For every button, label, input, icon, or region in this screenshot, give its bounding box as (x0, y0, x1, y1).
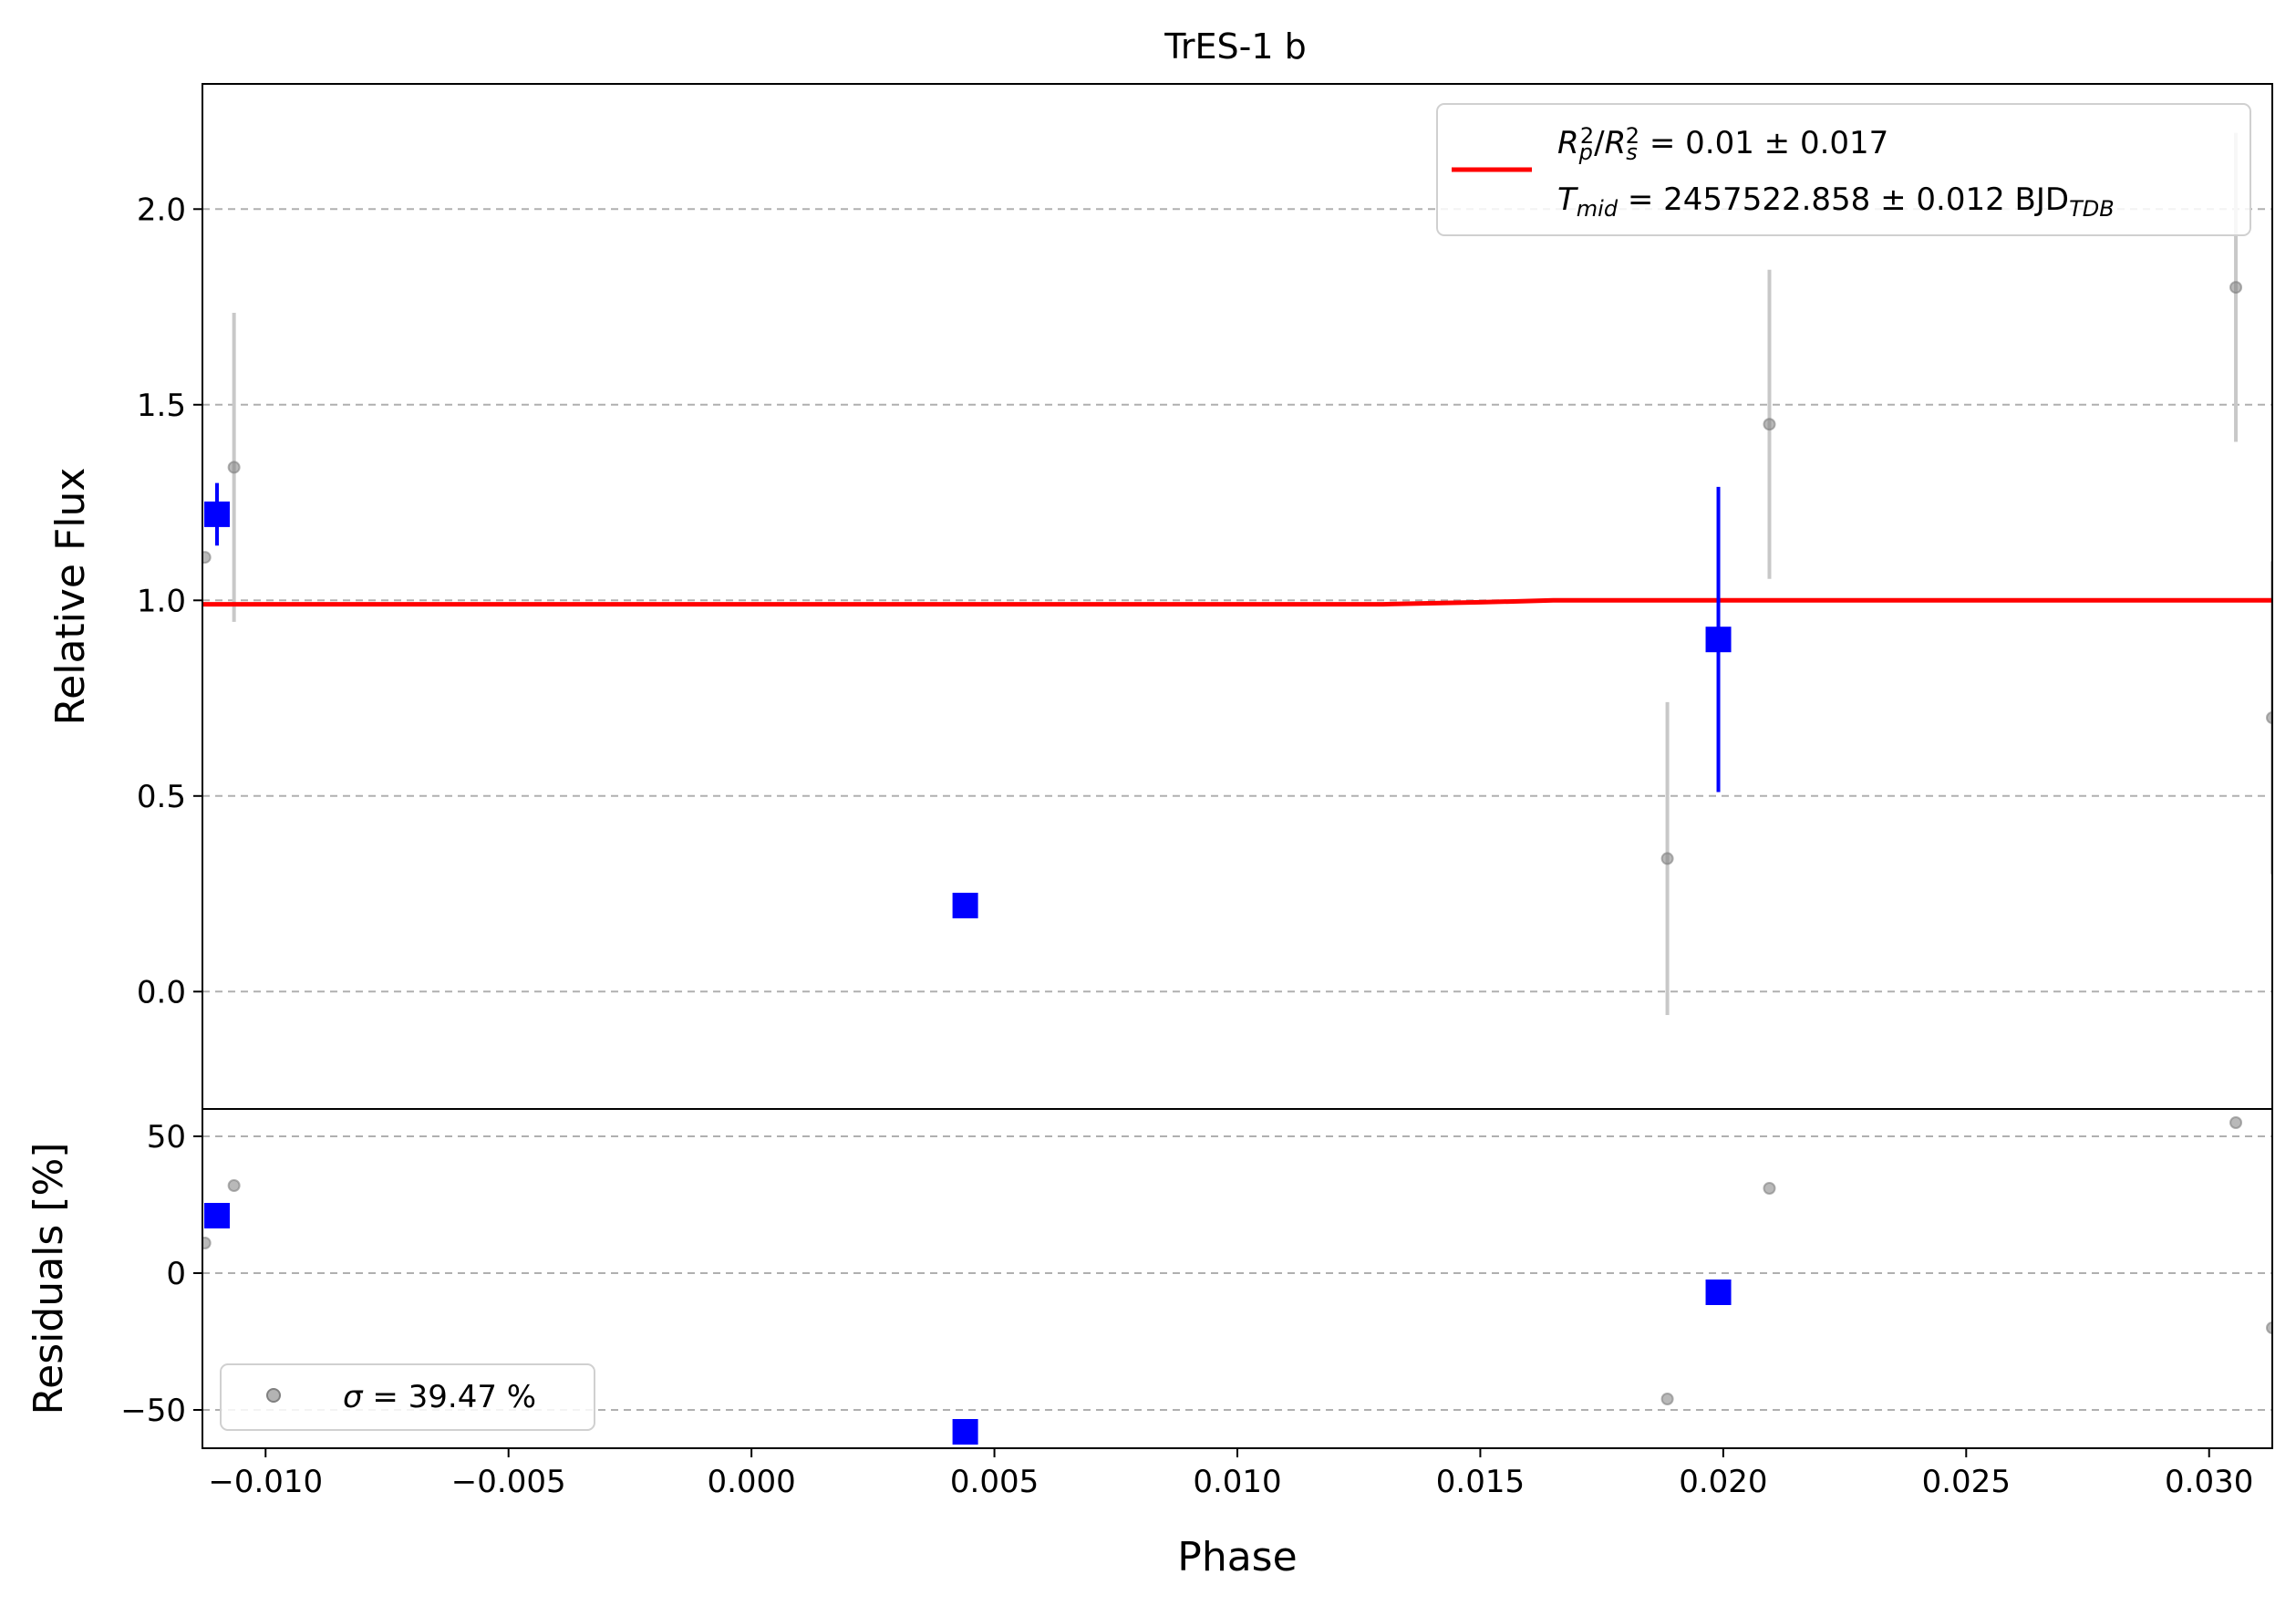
x-tick-label: 0.030 (2165, 1464, 2253, 1500)
residual-binned-point (1705, 1280, 1732, 1305)
main-legend: Rp2/Rs2 = 0.01 ± 0.017 Tmid = 2457522.85… (1436, 103, 2251, 236)
binned-point (1705, 627, 1732, 653)
x-tick-label: −0.010 (208, 1464, 323, 1500)
residuals-y-tick-label: −50 (120, 1393, 186, 1429)
raw-point (1763, 418, 1776, 431)
residuals-y-axis-label: Residuals [%] (26, 1143, 72, 1415)
raw-point (202, 551, 212, 565)
chart-title: TrES-1 b (1164, 26, 1306, 67)
binned-point (203, 501, 230, 527)
legend-tmid-entry: Tmid = 2457522.858 ± 0.012 BJDTDB (1557, 181, 2115, 222)
x-tick-label: 0.015 (1436, 1464, 1525, 1500)
residual-raw-point (2266, 1321, 2272, 1334)
residuals-legend-box (220, 1363, 595, 1431)
residuals-plot-marks (202, 1116, 2272, 1445)
x-tick-label: −0.005 (451, 1464, 566, 1500)
main-panel: 0.0 0.5 1.0 1.5 2.0 Relative Flux Rp2/Rs2 = … (47, 83, 2273, 1110)
x-tick-label: 0.010 (1193, 1464, 1281, 1500)
model-line (202, 597, 2272, 607)
residuals-y-tick-label: 50 (147, 1119, 186, 1155)
main-y-tick-label: 0.0 (137, 974, 186, 1010)
main-y-tick-label: 2.0 (137, 192, 186, 228)
main-y-tick-label: 1.0 (137, 583, 186, 619)
residual-raw-point (1763, 1182, 1776, 1195)
main-y-tick-label: 1.5 (137, 388, 186, 424)
x-tick-label: 0.000 (707, 1464, 795, 1500)
residual-raw-point (202, 1237, 212, 1249)
main-y-ticks: 0.0 0.5 1.0 1.5 2.0 (137, 192, 202, 1010)
legend-raw-marker (266, 1388, 281, 1403)
residuals-y-ticks: −50 0 50 (120, 1119, 202, 1429)
x-tick-label: 0.020 (1679, 1464, 1767, 1500)
raw-point (2266, 710, 2272, 724)
raw-point (2229, 281, 2243, 295)
residuals-y-tick-label: 0 (166, 1256, 186, 1292)
residual-binned-point (952, 1419, 978, 1445)
residual-raw-point (227, 1179, 241, 1192)
main-legend-box (1436, 103, 2251, 236)
legend-rp-rs-entry: Rp2/Rs2 = 0.01 ± 0.017 (1557, 123, 1888, 165)
binned-point (952, 892, 978, 918)
raw-point (227, 461, 241, 474)
residual-raw-point (2229, 1116, 2243, 1129)
raw-point (1660, 852, 1674, 865)
legend-sigma-entry: σ = 39.47 % (343, 1379, 536, 1415)
residuals-legend: σ = 39.47 % (220, 1363, 595, 1431)
x-tick-label: 0.025 (1922, 1464, 2011, 1500)
main-y-tick-label: 0.5 (137, 779, 186, 815)
main-plot-marks (202, 132, 2272, 1016)
main-y-axis-label: Relative Flux (47, 468, 94, 726)
residuals-panel: −50 0 50 −0.010 −0.005 0.000 0.005 0.010 0.015 0… (26, 1108, 2273, 1580)
x-axis-label: Phase (1177, 1534, 1297, 1580)
x-tick-label: 0.005 (950, 1464, 1039, 1500)
residuals-x-ticks: −0.010 −0.005 0.000 0.005 0.010 0.015 0.020 0.0… (208, 1448, 2253, 1500)
residual-raw-point (1660, 1393, 1674, 1405)
residual-binned-point (203, 1203, 230, 1228)
